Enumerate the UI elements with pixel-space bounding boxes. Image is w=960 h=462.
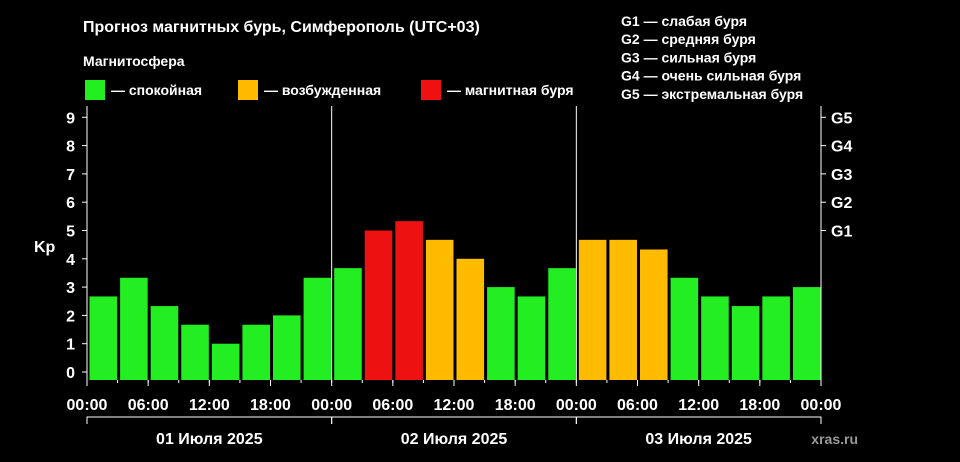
legend-label-calm: — спокойная: [111, 82, 202, 98]
kp-bar: [548, 268, 576, 380]
kp-bar: [670, 277, 699, 380]
g-scale-item: G2 — средняя буря: [621, 31, 756, 47]
plot-frame: [86, 106, 822, 380]
legend-title: Магнитосфера: [83, 53, 185, 69]
bars: [89, 221, 821, 380]
g-tick-label: G4: [831, 139, 852, 156]
kp-bar: [150, 306, 179, 380]
y-tick-label: 5: [66, 224, 75, 241]
kp-bar: [89, 296, 118, 380]
watermark: xras.ru: [811, 431, 858, 447]
y-tick-label: 4: [66, 252, 75, 269]
day-bracket: [575, 416, 822, 424]
kp-bar: [211, 343, 240, 380]
x-tick-label: 06:00: [617, 397, 658, 414]
y-axis: 0 1 2 3 4 5 6 7 8 9: [66, 110, 87, 382]
kp-bar: [762, 296, 790, 380]
x-tick-label: 00:00: [801, 397, 842, 414]
kp-bar: [303, 277, 332, 380]
x-tick-label: 18:00: [739, 397, 780, 414]
legend: — спокойная — возбужденная — магнитная бур…: [85, 80, 574, 100]
day-bracket: [86, 416, 333, 424]
kp-bar: [640, 249, 668, 380]
chart-title: Прогноз магнитных бурь, Симферополь (UTC…: [83, 19, 480, 36]
kp-bar: [731, 306, 760, 380]
day-label: 01 Июля 2025: [156, 431, 263, 448]
g-scale-item: G4 — очень сильная буря: [621, 68, 801, 84]
x-tick-label: 12:00: [434, 397, 475, 414]
x-tick-label: 12:00: [678, 397, 719, 414]
kp-bar: [578, 239, 607, 380]
kp-bar: [273, 315, 301, 380]
g-scale-item: G1 — слабая буря: [621, 13, 747, 29]
g-tick-label: G3: [831, 167, 852, 184]
kp-bar: [395, 221, 423, 380]
g-scale-item: G5 — экстремальная буря: [621, 86, 803, 102]
kp-bar: [120, 277, 148, 380]
y-tick-label: 7: [66, 167, 75, 184]
x-tick-label: 00:00: [311, 397, 352, 414]
kp-bar: [456, 258, 485, 380]
kp-bar: [517, 296, 546, 380]
legend-swatch-storm: [421, 80, 441, 100]
x-tick-label: 18:00: [250, 397, 291, 414]
kp-bar: [334, 268, 362, 380]
g-tick-label: G2: [831, 195, 852, 212]
x-tick-label: 12:00: [189, 397, 230, 414]
day-label: 03 Июля 2025: [645, 431, 752, 448]
kp-bar: [609, 239, 637, 380]
kp-bar: [425, 239, 454, 380]
x-tick-label: 00:00: [556, 397, 597, 414]
g-scale-legend: G1 — слабая буря G2 — средняя буря G3 — си…: [621, 13, 803, 102]
g-tick-label: G5: [831, 110, 852, 127]
day-label: 02 Июля 2025: [401, 431, 508, 448]
y-tick-label: 3: [66, 280, 75, 297]
legend-swatch-excited: [238, 80, 258, 100]
g-tick-label: G1: [831, 224, 852, 241]
day-bracket: [331, 416, 577, 424]
legend-swatch-calm: [85, 80, 105, 100]
g-scale-item: G3 — сильная буря: [621, 49, 756, 65]
legend-label-excited: — возбужденная: [264, 82, 381, 98]
x-tick-label: 06:00: [372, 397, 413, 414]
kp-bar: [792, 287, 821, 380]
legend-label-storm: — магнитная буря: [447, 82, 574, 98]
y-tick-label: 2: [66, 308, 75, 325]
y-tick-label: 9: [66, 110, 75, 127]
day-labels: 01 Июля 2025 02 Июля 2025 03 Июля 2025: [86, 416, 822, 448]
kp-bar: [181, 324, 209, 380]
right-g-axis: G1 G2 G3 G4 G5: [821, 110, 852, 241]
y-tick-label: 1: [66, 337, 75, 354]
kp-bar: [364, 230, 393, 380]
y-axis-label: Kp: [34, 239, 56, 256]
x-tick-label: 06:00: [128, 397, 169, 414]
x-tick-label: 18:00: [495, 397, 536, 414]
x-tick-label: 00:00: [67, 397, 108, 414]
kp-bar: [701, 296, 729, 380]
y-tick-label: 8: [66, 139, 75, 156]
kp-bar: [242, 324, 270, 380]
y-tick-label: 0: [66, 365, 75, 382]
y-tick-label: 6: [66, 195, 75, 212]
kp-bar: [487, 287, 515, 380]
x-axis: 00:00 06:00 12:00 18:00 00:00 06:00 12:00 18:00…: [67, 380, 842, 414]
